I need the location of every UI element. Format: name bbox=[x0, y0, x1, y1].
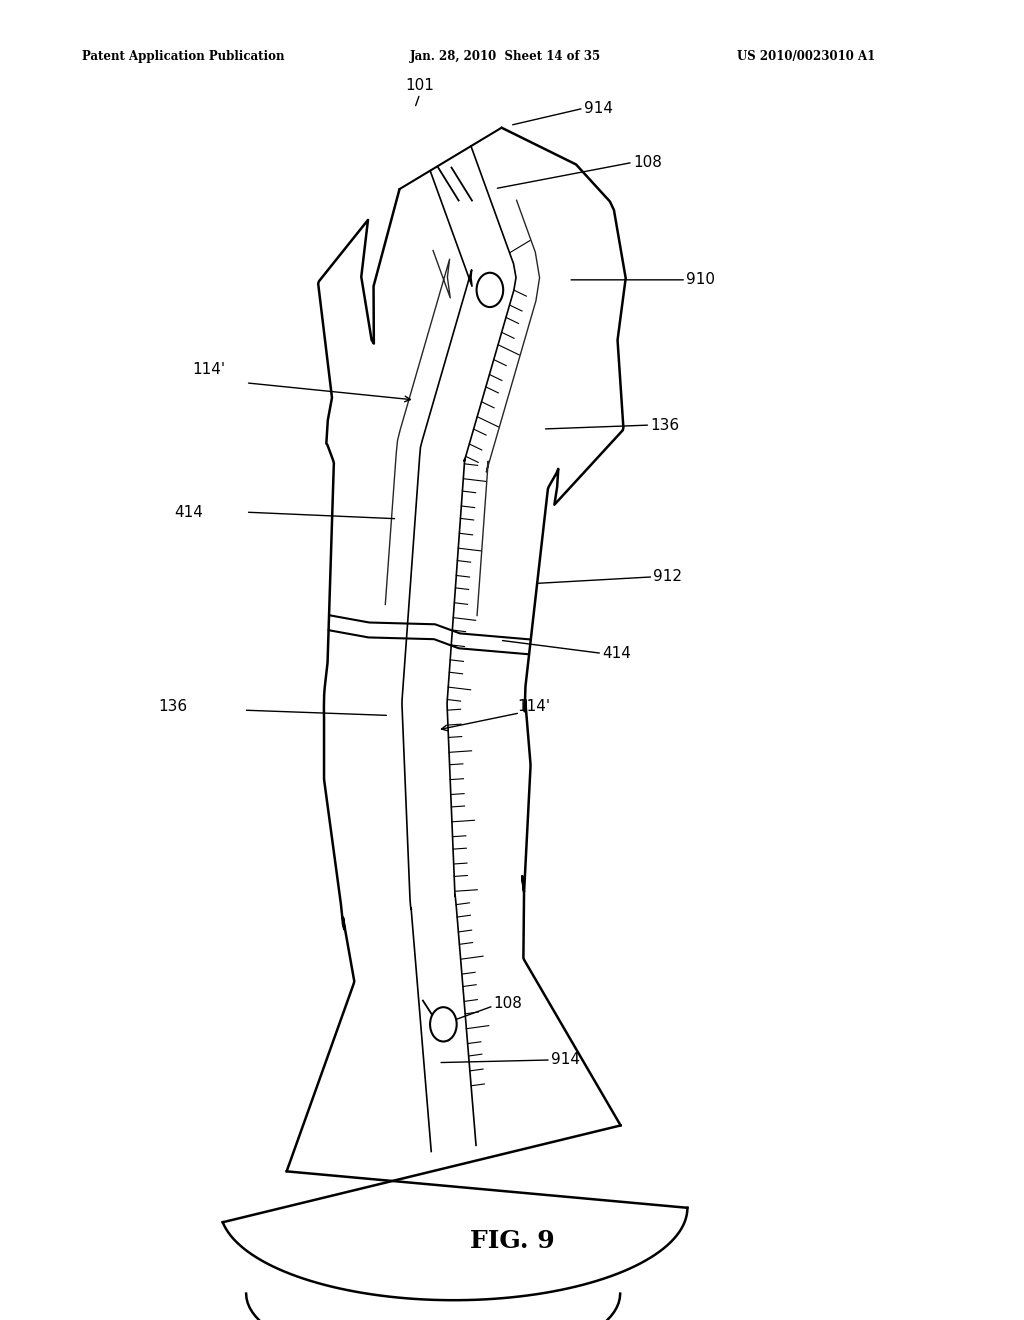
Text: 114': 114' bbox=[193, 362, 225, 378]
Text: 108: 108 bbox=[494, 995, 522, 1011]
Text: FIG. 9: FIG. 9 bbox=[470, 1229, 554, 1253]
Text: 136: 136 bbox=[650, 417, 679, 433]
Text: 914: 914 bbox=[584, 100, 612, 116]
Text: Patent Application Publication: Patent Application Publication bbox=[82, 50, 285, 63]
Circle shape bbox=[430, 1007, 457, 1041]
Text: US 2010/0023010 A1: US 2010/0023010 A1 bbox=[737, 50, 876, 63]
Text: 101: 101 bbox=[406, 78, 434, 94]
Text: 914: 914 bbox=[551, 1052, 580, 1068]
Text: 910: 910 bbox=[686, 272, 715, 288]
Text: 414: 414 bbox=[602, 645, 631, 661]
Text: 912: 912 bbox=[653, 569, 682, 585]
Text: 114': 114' bbox=[517, 698, 550, 714]
Text: 414: 414 bbox=[174, 504, 203, 520]
Text: 108: 108 bbox=[633, 154, 662, 170]
Circle shape bbox=[476, 273, 503, 308]
Text: 136: 136 bbox=[159, 698, 187, 714]
Text: Jan. 28, 2010  Sheet 14 of 35: Jan. 28, 2010 Sheet 14 of 35 bbox=[410, 50, 601, 63]
